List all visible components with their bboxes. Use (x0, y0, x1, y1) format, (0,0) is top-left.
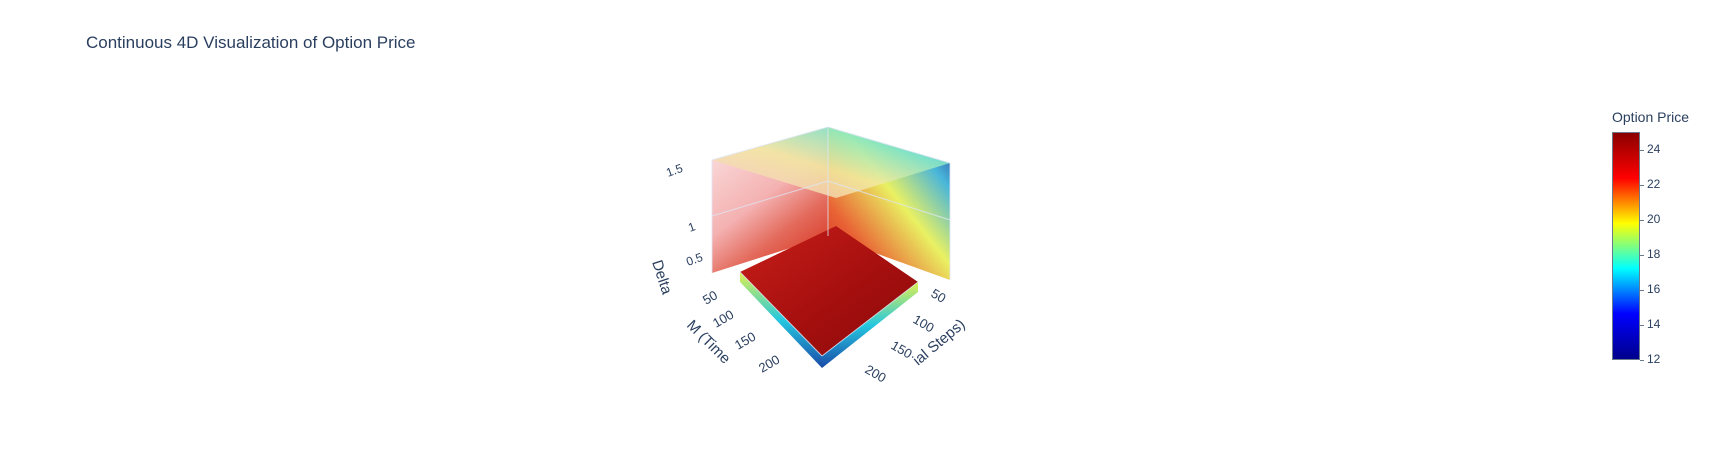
colorbar-tick-mark (1640, 219, 1644, 221)
colorbar-tick-mark (1640, 360, 1644, 361)
y-tick-label: 50 (929, 286, 949, 306)
colorbar-tick-label: 20 (1647, 211, 1661, 226)
volume-top (712, 127, 950, 198)
colorbar-tick-label: 14 (1647, 316, 1661, 331)
grid-lines (711, 126, 951, 357)
x-tick-label: 200 (756, 352, 782, 376)
colorbar-tick-mark (1640, 149, 1644, 151)
z-tick-label: 0.5 (684, 250, 705, 269)
colorbar-tick-mark (1640, 289, 1644, 291)
colorbar-tick-label: 12 (1647, 352, 1661, 366)
y-tick-label: 200 (863, 362, 889, 386)
x-tick-label: 50 (700, 287, 720, 307)
colorbar-title: Option Price (1612, 109, 1690, 125)
volume-floor (740, 226, 918, 356)
colorbar-tick-label: 22 (1647, 176, 1661, 191)
colorbar-tick-mark (1640, 254, 1644, 256)
chart-title: Continuous 4D Visualization of Option Pr… (86, 33, 416, 52)
z-axis-title: Delta (648, 258, 675, 297)
colorbar-tick-mark (1640, 324, 1644, 326)
colorbar-tick-label: 24 (1647, 141, 1661, 156)
volume-front-rim-right (822, 282, 918, 368)
colorbar-tick-label: 18 (1647, 246, 1661, 261)
colorbar (1612, 132, 1640, 360)
z-axis-ticks: 0.5 1 1.5 (664, 161, 705, 269)
colorbar-tick-mark (1640, 184, 1644, 186)
z-tick-label: 1.5 (664, 161, 685, 180)
volume-front-rim-left (740, 272, 822, 368)
colorbar-tick-label: 16 (1647, 281, 1661, 296)
x-tick-label: 150 (732, 329, 758, 353)
z-tick-label: 1 (686, 219, 697, 235)
y-tick-label: 100 (911, 312, 937, 336)
x-tick-label: 100 (710, 307, 736, 331)
